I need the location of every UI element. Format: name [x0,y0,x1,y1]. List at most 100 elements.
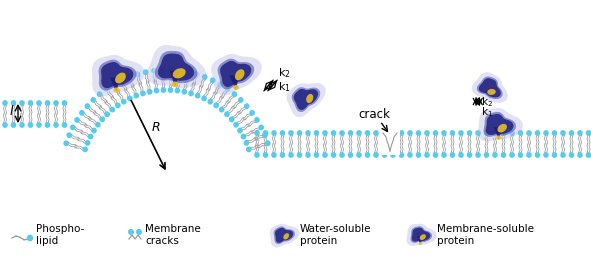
Ellipse shape [46,123,50,127]
Ellipse shape [417,153,421,157]
Ellipse shape [450,131,454,135]
Ellipse shape [246,147,251,152]
Ellipse shape [272,153,276,157]
Ellipse shape [400,131,404,135]
Ellipse shape [141,91,145,96]
Text: Phospho-
lipid: Phospho- lipid [36,224,85,246]
Ellipse shape [202,96,206,101]
Ellipse shape [332,153,336,157]
Ellipse shape [425,153,429,157]
Ellipse shape [527,131,531,135]
Polygon shape [475,75,504,100]
Ellipse shape [28,123,33,127]
Ellipse shape [154,88,158,93]
Ellipse shape [234,123,238,127]
Ellipse shape [535,153,540,157]
Ellipse shape [189,91,193,96]
Polygon shape [101,62,134,88]
Ellipse shape [168,88,173,92]
Polygon shape [417,236,423,245]
Ellipse shape [110,107,115,112]
Text: R: R [152,121,161,134]
Ellipse shape [203,75,207,79]
Ellipse shape [46,101,50,105]
Ellipse shape [86,141,90,145]
Ellipse shape [161,68,165,72]
Ellipse shape [561,131,565,135]
Ellipse shape [112,82,116,87]
Ellipse shape [85,104,89,108]
Ellipse shape [100,117,105,121]
Ellipse shape [128,96,132,101]
Ellipse shape [89,134,93,139]
Ellipse shape [182,90,186,94]
Ellipse shape [365,153,369,157]
Polygon shape [412,228,430,242]
Ellipse shape [283,233,289,239]
Ellipse shape [314,131,319,135]
Ellipse shape [578,131,582,135]
Bar [382,141,400,155]
Ellipse shape [54,123,58,127]
Ellipse shape [323,153,327,157]
Ellipse shape [255,131,259,135]
Ellipse shape [374,131,378,135]
Ellipse shape [518,131,522,135]
Ellipse shape [129,230,133,234]
Ellipse shape [485,153,489,157]
Ellipse shape [544,153,548,157]
Ellipse shape [54,101,58,105]
Polygon shape [494,127,502,140]
Ellipse shape [280,153,285,157]
Ellipse shape [63,123,67,127]
Polygon shape [486,114,514,135]
Polygon shape [158,54,194,81]
Ellipse shape [83,147,87,152]
Ellipse shape [263,133,267,137]
Ellipse shape [391,131,395,135]
Ellipse shape [417,131,421,135]
Ellipse shape [467,131,472,135]
Ellipse shape [297,131,301,135]
Ellipse shape [450,153,454,157]
Text: crack: crack [358,108,390,121]
Ellipse shape [116,103,120,108]
Text: k$_1$: k$_1$ [278,80,291,94]
Ellipse shape [365,131,369,135]
Polygon shape [92,55,145,96]
Polygon shape [110,78,120,93]
Ellipse shape [135,72,139,76]
Ellipse shape [433,153,437,157]
Ellipse shape [501,153,505,157]
Ellipse shape [272,131,276,135]
Ellipse shape [408,131,412,135]
Ellipse shape [476,153,480,157]
Ellipse shape [266,141,270,146]
Ellipse shape [332,131,336,135]
Polygon shape [147,45,206,88]
Ellipse shape [349,131,353,135]
Ellipse shape [498,124,507,132]
Ellipse shape [527,153,531,157]
Polygon shape [477,76,502,99]
Ellipse shape [419,242,423,245]
Ellipse shape [459,131,463,135]
Polygon shape [483,112,516,137]
Ellipse shape [20,101,24,105]
Polygon shape [229,75,239,90]
Ellipse shape [137,230,141,234]
Ellipse shape [229,117,234,121]
Ellipse shape [11,101,15,105]
Polygon shape [274,227,295,244]
Text: Water-soluble
protein: Water-soluble protein [300,224,372,246]
Text: Membrane
cracks: Membrane cracks [145,224,201,246]
Ellipse shape [64,141,69,146]
Polygon shape [220,61,251,87]
Ellipse shape [382,131,387,135]
Ellipse shape [306,153,310,157]
Ellipse shape [238,128,242,133]
Ellipse shape [561,153,565,157]
Ellipse shape [232,92,236,96]
Polygon shape [217,59,254,90]
Polygon shape [410,226,432,243]
